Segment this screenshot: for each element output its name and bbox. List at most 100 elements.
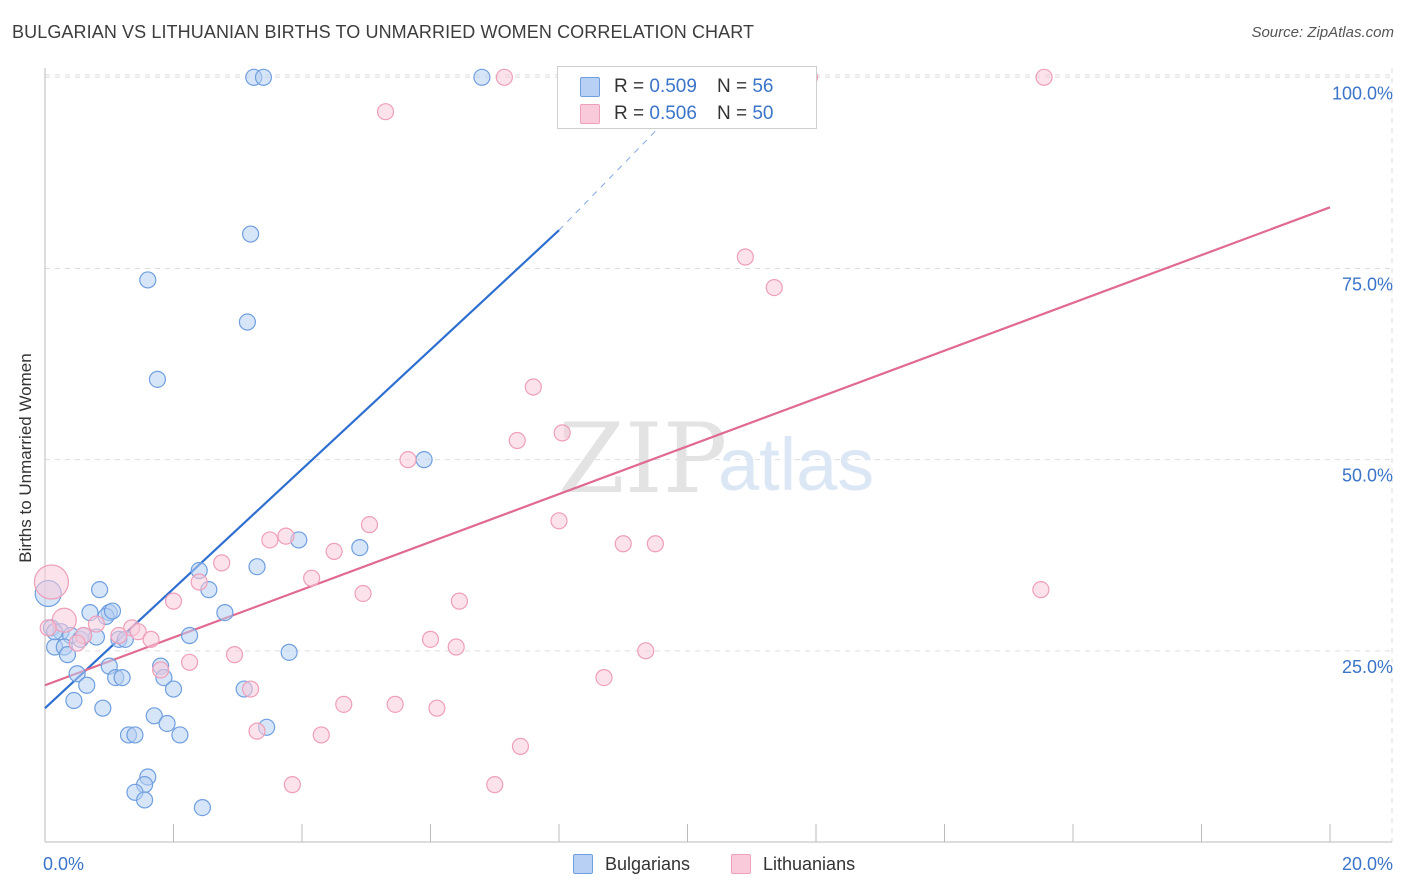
y-tick-label: 75.0% (1342, 274, 1393, 294)
lithuanian-point (39, 619, 57, 637)
lithuanian-point (637, 642, 655, 660)
source-label: Source: ZipAtlas.com (1251, 24, 1394, 41)
bulgarian-point (126, 726, 144, 744)
bulgarian-point (135, 791, 154, 809)
n-value: 56 (752, 76, 774, 97)
y-tick-label: 50.0% (1342, 466, 1393, 486)
lithuanian-point (614, 535, 632, 553)
lithuanian-point (486, 776, 504, 794)
y-tick-label: 25.0% (1342, 657, 1393, 677)
lithuanian-point (248, 722, 266, 740)
lithuanians-swatch (580, 104, 600, 124)
lithuanian-point (1032, 581, 1050, 599)
bulgarian-point (94, 699, 112, 717)
bulgarians-legend-swatch (573, 854, 593, 874)
lithuanian-point (335, 695, 353, 713)
trend-lines (44, 84, 1331, 709)
r-label: R = (614, 103, 645, 124)
lithuanian-point (495, 68, 513, 86)
lithuanian-point (190, 573, 208, 591)
bulgarian-point (113, 668, 131, 687)
lithuanian-point (450, 592, 469, 610)
lithuanian-point (129, 623, 147, 641)
bulgarian-point (145, 707, 163, 725)
lithuanian-point (164, 592, 183, 610)
bulgarian-point (148, 370, 167, 388)
bulgarian-point (78, 676, 96, 694)
lithuanian-point (87, 615, 106, 633)
bulgarian-point (248, 558, 266, 576)
legend-item-lithuanians[interactable]: Lithuanians (731, 851, 855, 877)
lithuanian-point (142, 630, 160, 648)
lithuanian-point (354, 584, 372, 603)
lithuanians-legend-swatch (731, 854, 751, 874)
bulgarian-point (351, 538, 369, 557)
lithuanian-point (399, 451, 417, 469)
bulgarian-point (238, 313, 256, 331)
scatter-points (33, 68, 1053, 817)
lithuanian-point (736, 248, 754, 266)
lithuanian-point (646, 535, 664, 553)
lithuanian-point (765, 278, 783, 297)
y-axis-label: Births to Unmarried Women (16, 353, 35, 563)
r-value: 0.506 (649, 103, 697, 124)
lithuanian-point (550, 512, 568, 530)
bulgarian-point (473, 68, 491, 86)
bulgarian-point (139, 271, 157, 289)
bulgarian-point (415, 451, 433, 469)
bulgarian-point (280, 643, 298, 661)
legend-item-bulgarians[interactable]: Bulgarians (573, 851, 690, 877)
lithuanian-point (376, 103, 395, 121)
lithuanian-trend-line (44, 206, 1331, 687)
n-value: 50 (752, 103, 774, 124)
lithuanian-point (261, 531, 279, 549)
lithuanian-point (283, 776, 301, 794)
r-value: 0.509 (649, 76, 697, 97)
lithuanian-point (553, 424, 571, 442)
lithuanian-point (508, 431, 526, 450)
lithuanian-point (325, 542, 343, 561)
r-label: R = (614, 76, 645, 97)
lithuanian-point (33, 564, 70, 600)
bulgarian-point (91, 581, 109, 599)
bulgarian-point (242, 225, 260, 243)
lithuanian-point (225, 646, 244, 664)
bulgarian-point (103, 602, 122, 620)
lithuanian-point (242, 680, 260, 698)
lithuanian-point (595, 668, 613, 687)
y-tick-label: 100.0% (1332, 83, 1393, 103)
n-label: N = (716, 103, 748, 124)
lithuanian-point (180, 653, 199, 671)
watermark-zip: ZIP (558, 403, 727, 515)
lithuanian-point (110, 626, 128, 645)
lithuanian-point (277, 527, 295, 545)
lithuanian-point (428, 699, 446, 717)
legend-row-bulgarians: R = 0.509 N = 56 (580, 74, 773, 100)
x-tick-label: 20.0% (1342, 854, 1393, 874)
tick-labels: 25.0% 50.0% 75.0% 100.0% 0.0% 20.0% (43, 83, 1393, 874)
bulgarian-point (65, 691, 83, 710)
bulgarian-point (171, 726, 189, 744)
watermark-atlas: atlas (718, 423, 874, 506)
bulgarians-swatch (580, 77, 600, 97)
legend-label-bulgarians: Bulgarians (605, 853, 691, 874)
lithuanian-point (68, 634, 86, 652)
lithuanian-point (1035, 68, 1053, 86)
x-tick-label: 0.0% (43, 854, 84, 874)
correlation-legend: R = 0.509 N = 56 R = 0.506 N = 50 (557, 66, 817, 129)
lithuanian-point (360, 516, 379, 534)
watermark: ZIP atlas (558, 403, 874, 515)
chart-title: BULGARIAN VS LITHUANIAN BIRTHS TO UNMARR… (12, 22, 755, 42)
lithuanian-point (213, 554, 231, 572)
bulgarian-point (164, 680, 183, 698)
lithuanian-point (312, 726, 330, 744)
lithuanian-point (303, 569, 321, 587)
lithuanian-point (421, 630, 440, 648)
lithuanian-point (386, 695, 404, 713)
lithuanian-point (511, 737, 530, 756)
lithuanian-point (524, 378, 542, 396)
bulgarian-point (254, 68, 273, 86)
bulgarian-point (193, 798, 212, 817)
bulgarian-point (216, 603, 234, 622)
